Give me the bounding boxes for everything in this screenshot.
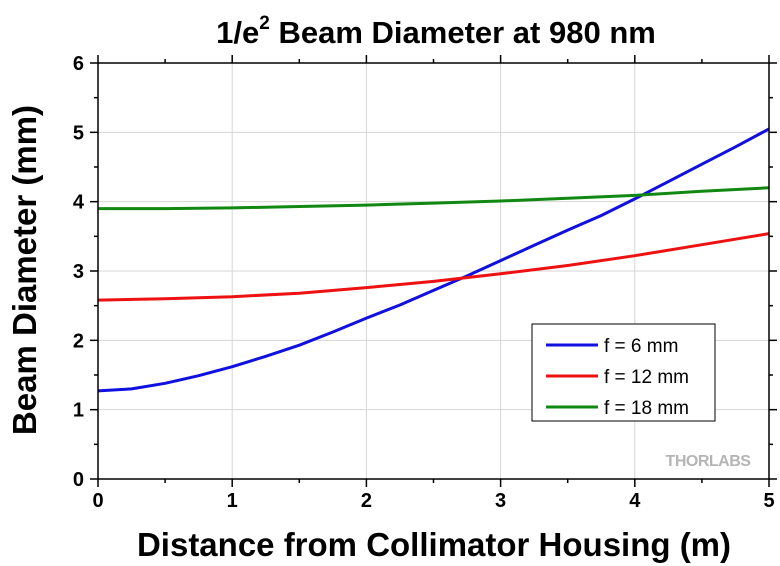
series-lines (97, 127, 770, 393)
x-tick-label: 1 (227, 490, 238, 512)
y-tick-label: 6 (73, 53, 84, 75)
series-line-3 (98, 186, 770, 211)
y-tick-label: 0 (73, 469, 84, 491)
legend-label-2: f = 12 mm (604, 367, 689, 388)
legend-label-3: f = 18 mm (604, 398, 689, 419)
tick-labels: 0 1 2 3 4 5 0 1 2 3 4 5 6 (73, 53, 775, 512)
legend-label-1: f = 6 mm (604, 336, 678, 357)
legend-box (531, 323, 716, 422)
x-tick-label: 4 (629, 490, 641, 512)
series-line-2 (97, 232, 770, 302)
x-tick-label: 0 (92, 490, 103, 512)
x-tick-label: 3 (495, 490, 506, 512)
chart-title-rest: Beam Diameter at 980 nm (270, 15, 656, 50)
y-axis-label: Beam Diameter (mm) (6, 105, 43, 435)
legend: f = 6 mm f = 12 mm f = 18 mm (531, 323, 716, 422)
y-tick-label: 5 (73, 122, 84, 144)
chart-title-main: 1/e (216, 15, 259, 50)
chart-title: 1/e2 Beam Diameter at 980 nm (216, 13, 656, 50)
x-tick-label: 2 (361, 490, 372, 512)
thorlabs-watermark: THORLABS (666, 453, 752, 470)
y-tick-label: 2 (73, 330, 84, 352)
series-line-1 (97, 127, 770, 393)
chart-title-superscript: 2 (259, 13, 270, 34)
grid-lines (98, 63, 769, 479)
x-tick-label: 5 (763, 490, 774, 512)
y-tick-label: 3 (73, 261, 84, 283)
y-tick-label: 4 (73, 192, 85, 214)
y-tick-label: 1 (73, 400, 84, 422)
axis-ticks (90, 55, 777, 487)
x-axis-label: Distance from Collimator Housing (m) (137, 526, 731, 563)
